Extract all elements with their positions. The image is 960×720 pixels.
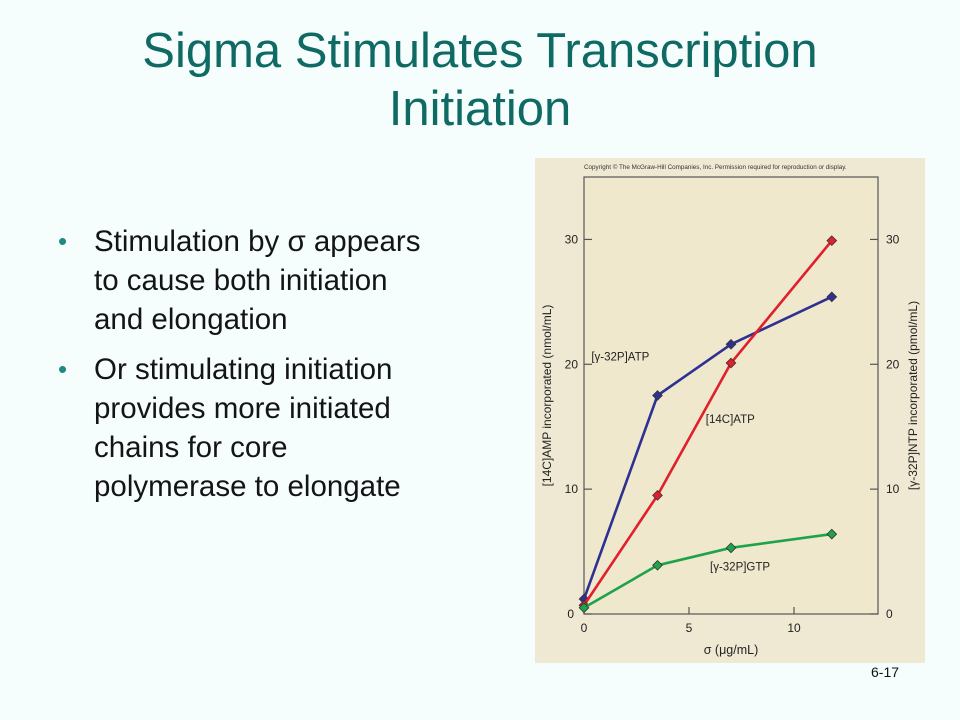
bullet-line: and elongation	[94, 303, 288, 336]
y-tick-label-left: 20	[565, 357, 579, 371]
y-tick-label-left: 0	[567, 607, 574, 621]
data-point	[826, 528, 838, 540]
page-number: 6-17	[871, 664, 900, 680]
x-tick-label: 5	[686, 621, 693, 635]
x-tick-label: 0	[581, 621, 588, 635]
bullet-line: provides more initiated	[94, 392, 391, 425]
series-line	[582, 239, 833, 606]
x-axis-label: σ (μg/mL)	[704, 643, 759, 657]
title-line-1: Sigma Stimulates Transcription	[142, 24, 818, 78]
series-label: [γ-32P]ATP	[591, 352, 649, 364]
data-point	[725, 357, 737, 369]
bullet-icon: •	[58, 226, 68, 256]
plot-area	[583, 176, 879, 615]
copyright-note: Copyright © The McGraw-Hill Companies, I…	[584, 163, 847, 171]
series-label: [14C]ATP	[706, 414, 755, 426]
data-point	[826, 291, 838, 303]
series-line	[583, 532, 832, 609]
bullet-item: • Or stimulating initiation provides mor…	[58, 350, 528, 506]
y-axis-label-left: [14C]AMP incorporated (nmol/mL)	[540, 305, 554, 487]
bullet-line: polymerase to elongate	[94, 470, 401, 503]
data-point	[826, 235, 838, 247]
bullet-list: • Stimulation by σ appears to cause both…	[58, 222, 528, 517]
data-point	[725, 542, 737, 554]
bullet-line: chains for core	[94, 431, 288, 464]
bullet-line: Or stimulating initiation	[94, 353, 393, 386]
data-point	[652, 490, 663, 501]
series-line	[582, 295, 833, 600]
bullet-line: Stimulation by σ appears	[94, 225, 421, 258]
data-point	[578, 602, 590, 614]
y-tick-label-right: 0	[886, 607, 893, 621]
y-tick-label-left: 10	[565, 482, 579, 496]
y-tick-label-right: 20	[886, 357, 900, 371]
figure: Copyright © The McGraw-Hill Companies, I…	[535, 158, 925, 668]
title-line-2: Initiation	[388, 82, 572, 136]
bullet-icon: •	[58, 354, 68, 384]
x-tick-label: 10	[787, 621, 801, 635]
data-point	[725, 338, 737, 350]
bullet-line: to cause both initiation	[94, 264, 388, 297]
line-chart: Copyright © The McGraw-Hill Companies, I…	[535, 158, 925, 663]
y-tick-label-left: 30	[565, 232, 579, 246]
y-axis-label-right: [γ-32P]NTP incorporated (pmol/mL)	[906, 301, 920, 490]
bullet-item: • Stimulation by σ appears to cause both…	[58, 222, 528, 339]
series-group: [γ-32P]ATP [14C]ATP [γ-32P]GTP	[578, 235, 838, 614]
series-label: [γ-32P]GTP	[710, 561, 770, 573]
y-tick-label-right: 10	[886, 482, 900, 496]
data-point	[652, 559, 663, 571]
data-point	[652, 390, 663, 401]
slide-title: Sigma Stimulates Transcription Initiatio…	[0, 22, 960, 138]
y-tick-label-right: 30	[886, 232, 900, 246]
